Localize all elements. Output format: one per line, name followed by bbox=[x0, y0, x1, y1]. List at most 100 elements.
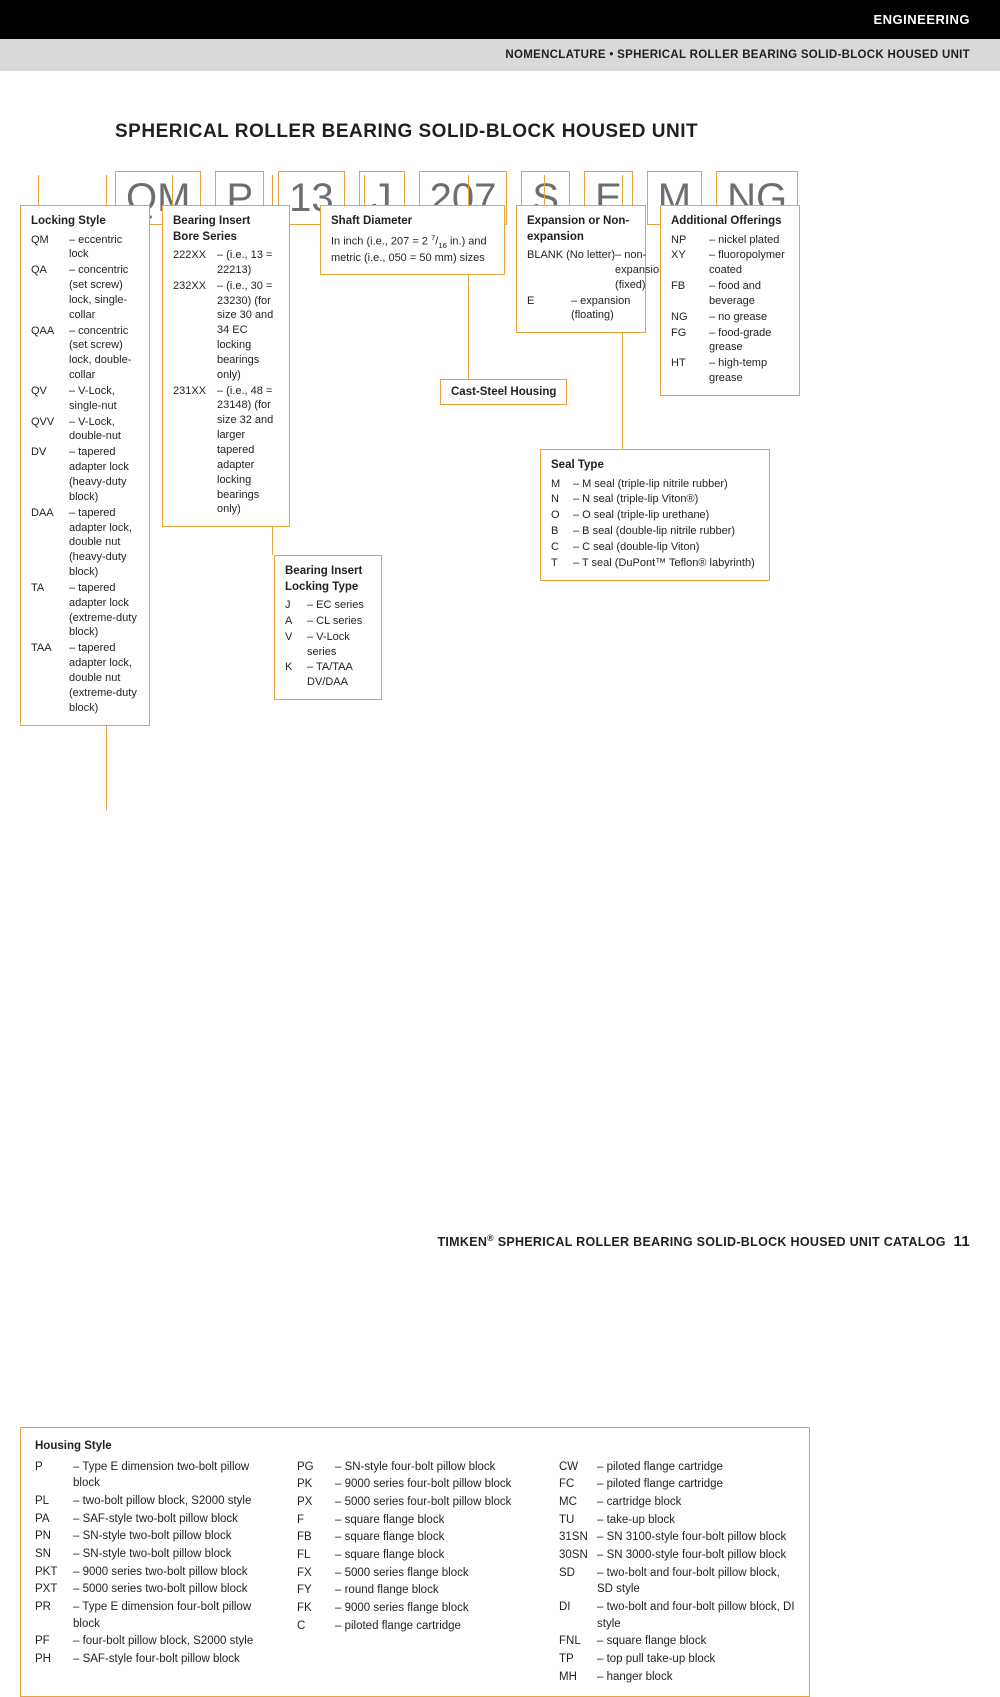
locking-style-title: Locking Style bbox=[31, 214, 139, 230]
additional-title: Additional Offerings bbox=[671, 214, 789, 230]
connector bbox=[544, 175, 545, 205]
housing-code: FNL bbox=[559, 1633, 597, 1650]
list-item: QV– V-Lock, single-nut bbox=[31, 384, 139, 414]
item-code: 232XX bbox=[173, 279, 217, 383]
cast-steel-box: Cast-Steel Housing bbox=[440, 379, 567, 405]
list-item: NP– nickel plated bbox=[671, 233, 789, 248]
housing-item: PH– SAF-style four-bolt pillow block bbox=[35, 1651, 271, 1668]
connector bbox=[364, 175, 365, 205]
item-desc: – T seal (DuPont™ Teflon® labyrinth) bbox=[573, 556, 755, 571]
housing-item: FY– round flange block bbox=[297, 1582, 533, 1599]
header-subhead: NOMENCLATURE • SPHERICAL ROLLER BEARING … bbox=[505, 49, 970, 61]
housing-desc: – SN 3000-style four-bolt pillow block bbox=[597, 1547, 786, 1564]
housing-code: PN bbox=[35, 1528, 73, 1545]
housing-code: PXT bbox=[35, 1581, 73, 1598]
list-item: NG– no grease bbox=[671, 310, 789, 325]
header-gray-bar: NOMENCLATURE • SPHERICAL ROLLER BEARING … bbox=[0, 39, 1000, 71]
item-code: FB bbox=[671, 279, 709, 309]
housing-code: F bbox=[297, 1512, 335, 1529]
housing-desc: – SAF-style four-bolt pillow block bbox=[73, 1651, 240, 1668]
item-desc: – fluoropolymer coated bbox=[709, 248, 789, 278]
list-item: QVV– V-Lock, double-nut bbox=[31, 415, 139, 445]
housing-desc: – SN-style two-bolt pillow block bbox=[73, 1528, 232, 1545]
list-item: C– C seal (double-lip Viton) bbox=[551, 540, 759, 555]
housing-code: PA bbox=[35, 1511, 73, 1528]
shaft-diameter-box: Shaft Diameter In inch (i.e., 207 = 2 7/… bbox=[320, 205, 505, 275]
housing-desc: – top pull take-up block bbox=[597, 1651, 715, 1668]
shaft-diameter-title: Shaft Diameter bbox=[331, 214, 494, 230]
housing-code: MH bbox=[559, 1669, 597, 1686]
item-desc: – tapered adapter lock, double nut (extr… bbox=[69, 641, 139, 715]
list-item: M– M seal (triple-lip nitrile rubber) bbox=[551, 477, 759, 492]
item-desc: – eccentric lock bbox=[69, 233, 139, 263]
housing-item: MC– cartridge block bbox=[559, 1494, 795, 1511]
housing-item: PL– two-bolt pillow block, S2000 style bbox=[35, 1493, 271, 1510]
list-item: A– CL series bbox=[285, 614, 371, 629]
expansion-title: Expansion or Non-expansion bbox=[527, 214, 635, 245]
item-code: TA bbox=[31, 581, 69, 640]
item-desc: – expansion (floating) bbox=[571, 294, 635, 324]
locking-style-list: QM– eccentric lockQA– concentric (set sc… bbox=[31, 233, 139, 716]
housing-item: P– Type E dimension two-bolt pillow bloc… bbox=[35, 1459, 271, 1492]
item-desc: – V-Lock series bbox=[307, 630, 371, 660]
item-desc: – V-Lock, single-nut bbox=[69, 384, 139, 414]
housing-item: CW– piloted flange cartridge bbox=[559, 1459, 795, 1476]
connector bbox=[716, 175, 717, 205]
expansion-list: BLANK (No letter)– non-expansion (fixed)… bbox=[527, 248, 635, 323]
item-code: N bbox=[551, 492, 573, 507]
item-code: 231XX bbox=[173, 384, 217, 518]
bore-series-list: 222XX– (i.e., 13 = 22213)232XX– (i.e., 3… bbox=[173, 248, 279, 517]
list-item: J– EC series bbox=[285, 598, 371, 613]
list-item: B– B seal (double-lip nitrile rubber) bbox=[551, 524, 759, 539]
housing-desc: – 9000 series four-bolt pillow block bbox=[335, 1476, 511, 1493]
additional-list: NP– nickel platedXY– fluoropolymer coate… bbox=[671, 233, 789, 386]
housing-col-3: CW– piloted flange cartridgeFC– piloted … bbox=[559, 1459, 795, 1687]
housing-code: DI bbox=[559, 1599, 597, 1632]
housing-desc: – 9000 series two-bolt pillow block bbox=[73, 1564, 248, 1581]
list-item: V– V-Lock series bbox=[285, 630, 371, 660]
bore-series-title: Bearing Insert Bore Series bbox=[173, 214, 279, 245]
connector bbox=[38, 175, 39, 205]
item-desc: – (i.e., 48 = 23148) (for size 32 and la… bbox=[217, 384, 279, 518]
housing-code: SN bbox=[35, 1546, 73, 1563]
list-item: DV– tapered adapter lock (heavy-duty blo… bbox=[31, 445, 139, 504]
housing-code: FY bbox=[297, 1582, 335, 1599]
list-item: BLANK (No letter)– non-expansion (fixed) bbox=[527, 248, 635, 293]
connector bbox=[172, 175, 173, 205]
housing-item: FC– piloted flange cartridge bbox=[559, 1476, 795, 1493]
housing-item: TU– take-up block bbox=[559, 1512, 795, 1529]
housing-desc: – two-bolt and four-bolt pillow block, D… bbox=[597, 1599, 795, 1632]
bore-series-box: Bearing Insert Bore Series 222XX– (i.e.,… bbox=[162, 205, 290, 527]
item-desc: – B seal (double-lip nitrile rubber) bbox=[573, 524, 735, 539]
list-item: TA– tapered adapter lock (extreme-duty b… bbox=[31, 581, 139, 640]
list-item: 232XX– (i.e., 30 = 23230) (for size 30 a… bbox=[173, 279, 279, 383]
housing-item: DI– two-bolt and four-bolt pillow block,… bbox=[559, 1599, 795, 1632]
footer: TIMKEN® SPHERICAL ROLLER BEARING SOLID-B… bbox=[437, 1233, 970, 1250]
housing-code: P bbox=[35, 1459, 73, 1492]
housing-item: PX– 5000 series four-bolt pillow block bbox=[297, 1494, 533, 1511]
item-desc: – tapered adapter lock (heavy-duty block… bbox=[69, 445, 139, 504]
housing-code: PL bbox=[35, 1493, 73, 1510]
housing-desc: – 9000 series flange block bbox=[335, 1600, 469, 1617]
locking-type-box: Bearing Insert Locking Type J– EC series… bbox=[274, 555, 382, 700]
item-code: HT bbox=[671, 356, 709, 386]
housing-desc: – Type E dimension four-bolt pillow bloc… bbox=[73, 1599, 271, 1632]
list-item: FG– food-grade grease bbox=[671, 326, 789, 356]
item-code: B bbox=[551, 524, 573, 539]
item-desc: – N seal (triple-lip Viton®) bbox=[573, 492, 698, 507]
housing-desc: – square flange block bbox=[335, 1529, 444, 1546]
header-black-bar: ENGINEERING bbox=[0, 0, 1000, 39]
seal-type-box: Seal Type M– M seal (triple-lip nitrile … bbox=[540, 449, 770, 581]
list-item: DAA– tapered adapter lock, double nut (h… bbox=[31, 506, 139, 580]
list-item: 222XX– (i.e., 13 = 22213) bbox=[173, 248, 279, 278]
item-desc: – EC series bbox=[307, 598, 364, 613]
list-item: HT– high-temp grease bbox=[671, 356, 789, 386]
housing-desc: – four-bolt pillow block, S2000 style bbox=[73, 1633, 253, 1650]
list-item: O– O seal (triple-lip urethane) bbox=[551, 508, 759, 523]
item-code: V bbox=[285, 630, 307, 660]
locking-style-box: Locking Style QM– eccentric lockQA– conc… bbox=[20, 205, 150, 726]
seal-type-list: M– M seal (triple-lip nitrile rubber)N– … bbox=[551, 477, 759, 571]
expansion-box: Expansion or Non-expansion BLANK (No let… bbox=[516, 205, 646, 333]
housing-code: MC bbox=[559, 1494, 597, 1511]
housing-desc: – piloted flange cartridge bbox=[597, 1476, 723, 1493]
